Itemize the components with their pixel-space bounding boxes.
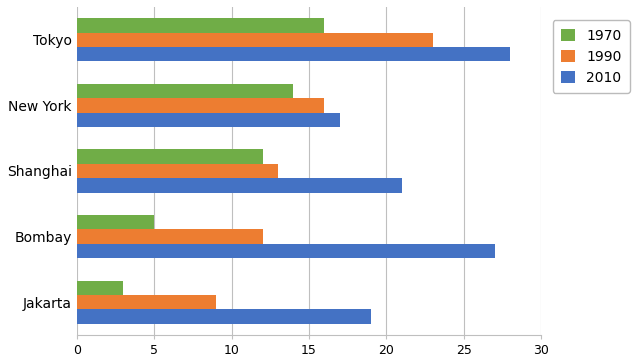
Bar [77, 281, 123, 295]
Bar [77, 84, 294, 98]
Bar [77, 98, 324, 112]
Bar [77, 112, 340, 127]
Bar [77, 295, 216, 309]
Bar [77, 229, 262, 244]
Bar [77, 244, 495, 258]
Bar [77, 32, 433, 47]
Bar [77, 178, 402, 193]
Bar [77, 164, 278, 178]
Bar [77, 18, 324, 32]
Bar [77, 47, 510, 62]
Bar [77, 309, 371, 324]
Bar [77, 149, 262, 164]
Legend: 1970, 1990, 2010: 1970, 1990, 2010 [553, 20, 630, 93]
Bar [77, 215, 154, 229]
